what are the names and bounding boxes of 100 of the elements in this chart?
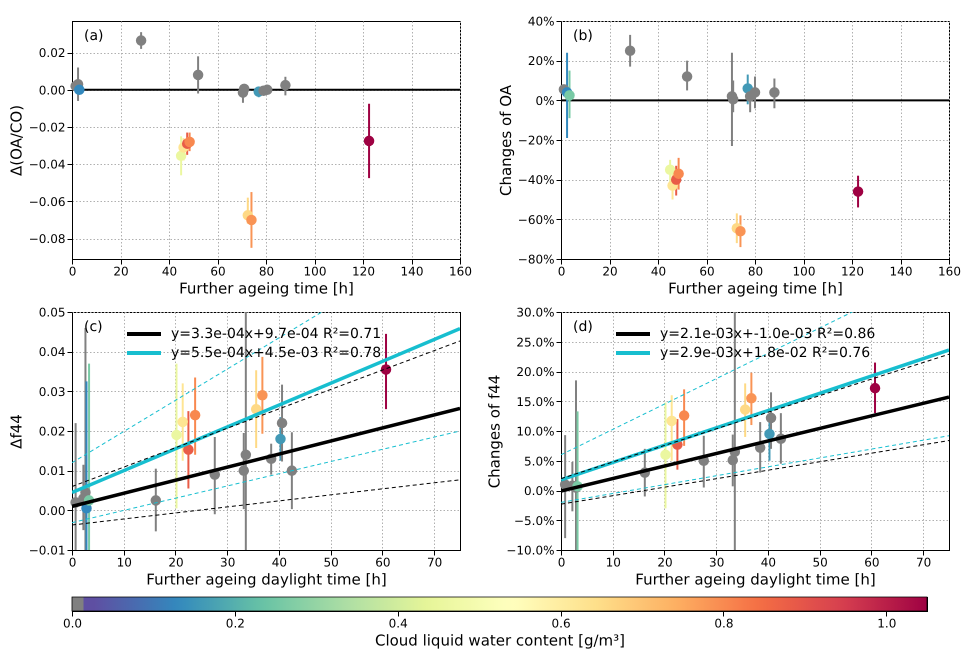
x-tick-label: 20	[168, 556, 184, 570]
x-tick-label: 0	[558, 264, 566, 278]
x-tick-label: 50	[324, 556, 339, 570]
x-tick-label: 0	[68, 556, 76, 570]
x-tick-label: 50	[812, 556, 828, 570]
point	[624, 46, 636, 56]
x-tick-label: 160	[938, 264, 961, 278]
x-tick-label: 20	[113, 264, 129, 278]
x-tick-label: 60	[864, 556, 880, 570]
y-tick-label: 0%	[535, 94, 554, 108]
point	[735, 226, 746, 236]
point	[764, 428, 775, 440]
point	[275, 434, 286, 444]
y-tick-label: 40%	[528, 14, 554, 28]
x-tick-label: 30	[709, 556, 724, 570]
x-tick-label: 140	[400, 264, 424, 278]
y-tick-label: 0.01	[38, 464, 66, 478]
point	[769, 87, 780, 98]
point	[276, 418, 288, 428]
y-tick-label: 0.02	[38, 424, 66, 438]
color-bar-label: 0.2	[226, 616, 245, 630]
y-tick-label: −20%	[518, 134, 554, 148]
x-tick-label: 0	[558, 556, 566, 570]
y-tick-label: 0.04	[38, 345, 66, 360]
point	[136, 35, 146, 46]
x-tick-label: 30	[220, 556, 236, 570]
x-tick-label: 100	[792, 264, 816, 278]
point	[870, 382, 880, 394]
x-tick-label: 100	[304, 264, 326, 278]
legend-label: y=5.5e-04x+4.5e-03 R²=0.78	[171, 345, 382, 361]
color-bar-label: 1.0	[877, 616, 896, 630]
y-axis-title: Δf44	[8, 414, 26, 449]
annotation: (b)	[573, 28, 593, 44]
x-tick-label: 140	[890, 264, 912, 278]
color-bar-label: 0.6	[552, 616, 571, 630]
y-tick-label: 0.00	[38, 83, 66, 98]
x-tick-label: 120	[352, 264, 375, 278]
x-tick-label: 160	[449, 264, 472, 278]
point	[678, 410, 690, 421]
point	[183, 444, 194, 455]
color-bar-label: 0.4	[388, 616, 408, 630]
x-tick-label: 70	[426, 556, 442, 570]
point	[740, 404, 750, 415]
x-tick-label: 40	[162, 264, 178, 278]
point	[660, 450, 671, 460]
x-axis-title: Further ageing time [h]	[179, 280, 354, 298]
point	[246, 214, 257, 226]
x-tick-label: 10	[606, 556, 621, 570]
legend-label: y=2.9e-03x+1.8e-02 R²=0.76	[660, 345, 870, 361]
point	[364, 136, 374, 146]
y-tick-label: 30.0%	[516, 306, 554, 320]
x-axis-title: Further ageing daylight time [h]	[146, 570, 387, 588]
y-tick-label: −0.06	[28, 194, 66, 209]
x-tick-label: 120	[841, 264, 864, 278]
point	[74, 84, 85, 96]
x-axis-title: Further ageing daylight time [h]	[635, 570, 876, 588]
color-bar-title: Cloud liquid water content [g/m³]	[374, 632, 626, 650]
x-tick-label: 40	[650, 264, 666, 278]
x-tick-label: 60	[210, 264, 226, 278]
point	[682, 71, 692, 82]
x-tick-label: 60	[699, 264, 715, 278]
x-tick-label: 10	[116, 556, 132, 570]
y-tick-label: 25.0%	[516, 335, 554, 350]
point	[852, 186, 864, 197]
y-tick-label: −0.02	[28, 120, 66, 134]
point	[257, 390, 268, 401]
annotation: (a)	[84, 28, 104, 44]
y-axis-title: Changes of OA	[496, 84, 515, 196]
y-tick-label: −0.04	[28, 158, 66, 172]
point	[176, 150, 186, 162]
legend-label: y=2.1e-03x+-1.0e-03 R²=0.86	[660, 326, 876, 342]
point	[746, 393, 757, 404]
x-tick-label: 60	[375, 556, 391, 570]
point	[280, 80, 291, 90]
point	[184, 136, 195, 148]
y-tick-label: 5.0%	[524, 454, 554, 468]
x-tick-label: 40	[760, 556, 776, 570]
annotation: (c)	[84, 319, 103, 335]
point	[673, 168, 684, 179]
y-tick-label: −0.08	[28, 232, 66, 246]
point	[177, 416, 188, 428]
point	[238, 465, 249, 476]
x-tick-label: 80	[748, 264, 764, 278]
y-tick-label: 20.0%	[516, 365, 554, 379]
y-tick-label: −5.0%	[514, 514, 554, 528]
y-axis-title: Changes of f44	[485, 374, 504, 488]
x-tick-label: 0	[68, 264, 76, 278]
y-axis-title: Δ(OA/CO)	[8, 104, 26, 176]
y-tick-label: 0.05	[38, 306, 66, 320]
point	[286, 465, 298, 476]
point	[190, 410, 200, 420]
point	[666, 416, 677, 426]
x-tick-label: 20	[657, 556, 673, 570]
y-tick-label: 0.03	[38, 384, 66, 399]
legend-label: y=3.3e-04x+9.7e-04 R²=0.71	[171, 326, 382, 342]
y-tick-label: 15.0%	[516, 394, 554, 409]
annotation: (d)	[573, 319, 593, 335]
point	[171, 430, 182, 440]
color-bar-label: 0.0	[62, 616, 82, 630]
point	[150, 495, 162, 506]
